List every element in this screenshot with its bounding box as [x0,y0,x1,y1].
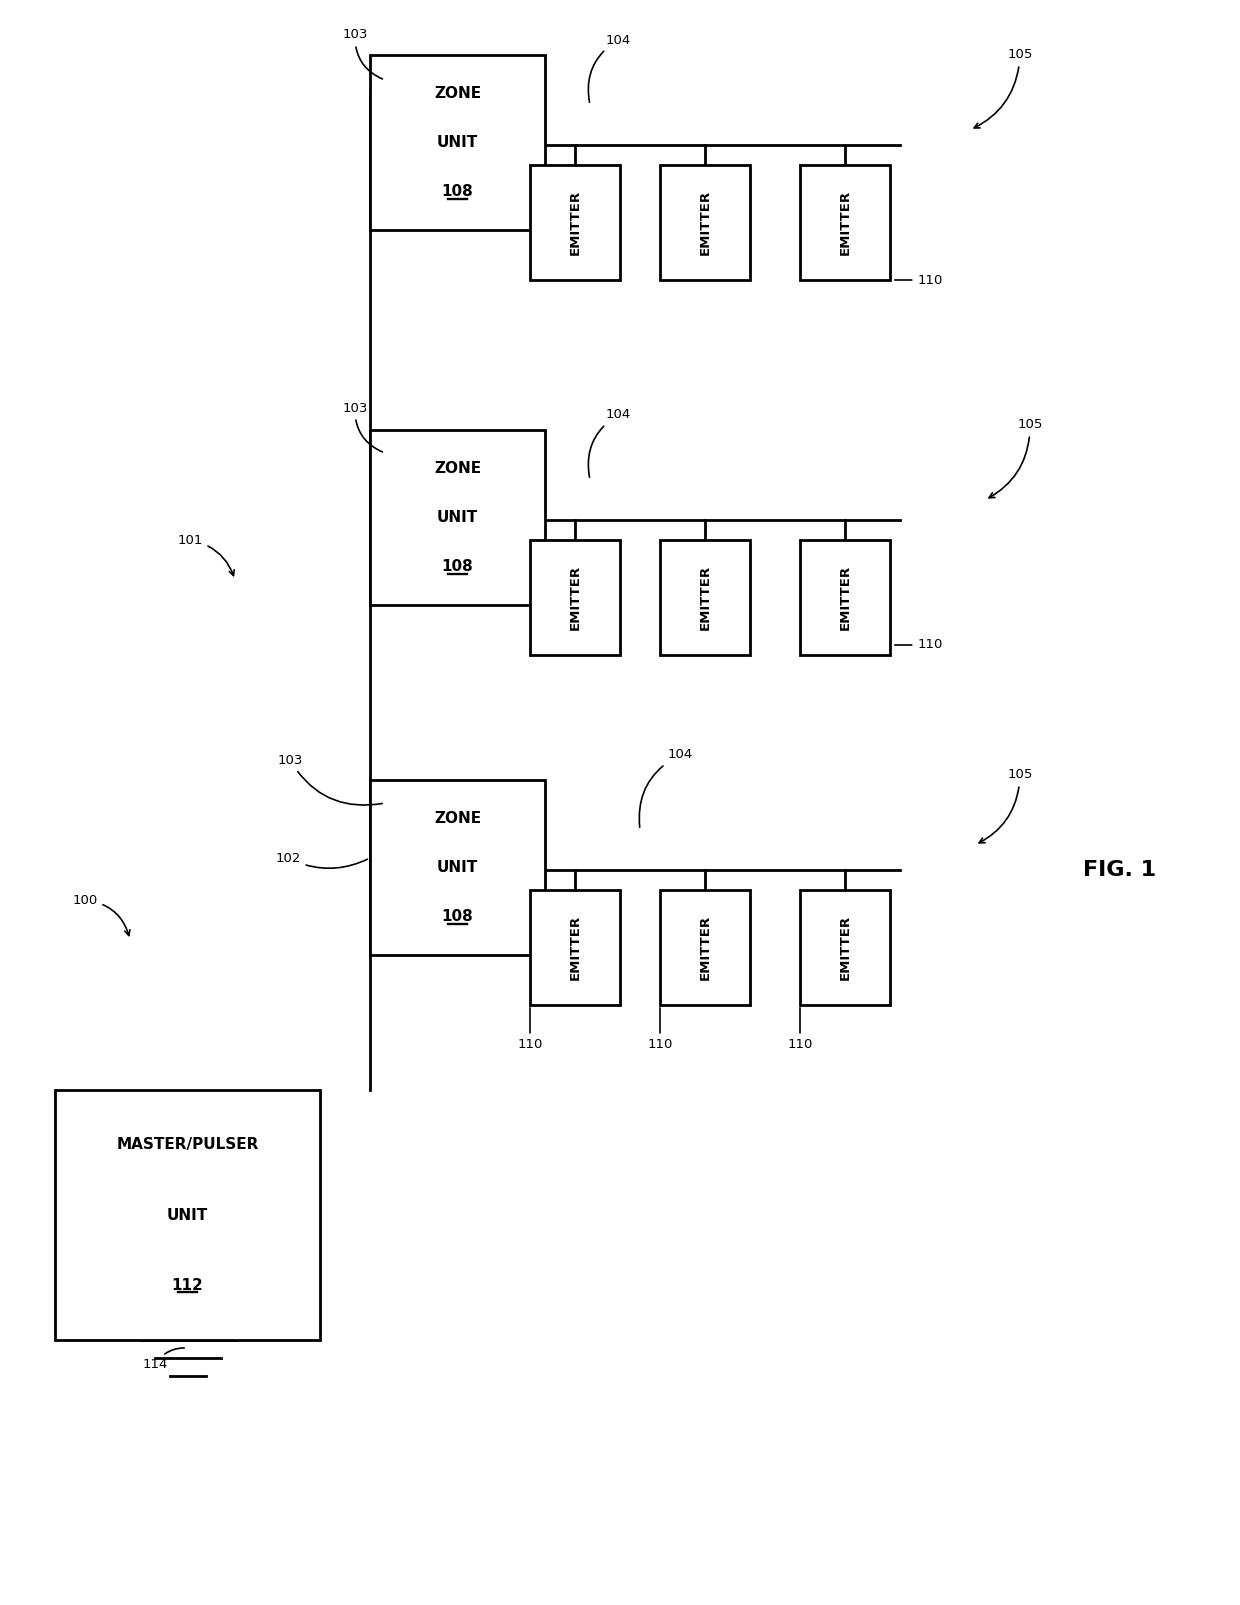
Text: ZONE: ZONE [434,461,481,477]
Bar [660,891,750,1005]
Text: 108: 108 [441,185,474,199]
Text: EMITTER: EMITTER [838,189,852,255]
Text: 104: 104 [588,34,631,103]
Text: 114: 114 [143,1348,185,1372]
Text: 104: 104 [588,409,631,477]
Text: 105: 105 [980,769,1033,843]
Bar [370,780,546,955]
Bar [370,55,546,230]
Text: FIG. 1: FIG. 1 [1084,860,1157,880]
Text: 105: 105 [990,419,1043,498]
Text: EMITTER: EMITTER [838,915,852,981]
Text: EMITTER: EMITTER [568,915,582,981]
Text: UNIT: UNIT [436,510,479,525]
Text: 104: 104 [640,748,693,827]
Text: 103: 103 [342,29,382,79]
Text: ZONE: ZONE [434,811,481,827]
Text: 110: 110 [895,273,942,287]
Text: EMITTER: EMITTER [838,565,852,631]
Text: 103: 103 [278,753,382,806]
Text: 110: 110 [787,1008,812,1051]
Bar [800,165,890,279]
Text: 100: 100 [72,894,130,936]
Text: EMITTER: EMITTER [698,189,712,255]
Text: 101: 101 [177,533,234,576]
Bar [370,430,546,605]
Text: 112: 112 [171,1278,203,1292]
Text: EMITTER: EMITTER [568,565,582,631]
Text: 103: 103 [342,401,382,453]
Text: 102: 102 [275,852,367,868]
Text: ZONE: ZONE [434,87,481,101]
Bar [660,539,750,655]
Bar [660,165,750,279]
Bar [529,539,620,655]
Bar [529,165,620,279]
Text: UNIT: UNIT [436,135,479,149]
Text: EMITTER: EMITTER [698,565,712,631]
Text: EMITTER: EMITTER [698,915,712,981]
Text: UNIT: UNIT [436,860,479,875]
Bar [55,1090,320,1340]
Text: EMITTER: EMITTER [568,189,582,255]
Bar [529,891,620,1005]
Text: 108: 108 [441,908,474,924]
Bar [800,539,890,655]
Text: 110: 110 [517,1008,543,1051]
Text: 105: 105 [975,48,1033,128]
Text: UNIT: UNIT [167,1207,208,1223]
Bar [800,891,890,1005]
Text: 110: 110 [895,639,942,652]
Text: MASTER/PULSER: MASTER/PULSER [117,1138,259,1152]
Text: 108: 108 [441,559,474,575]
Text: 110: 110 [647,1008,672,1051]
